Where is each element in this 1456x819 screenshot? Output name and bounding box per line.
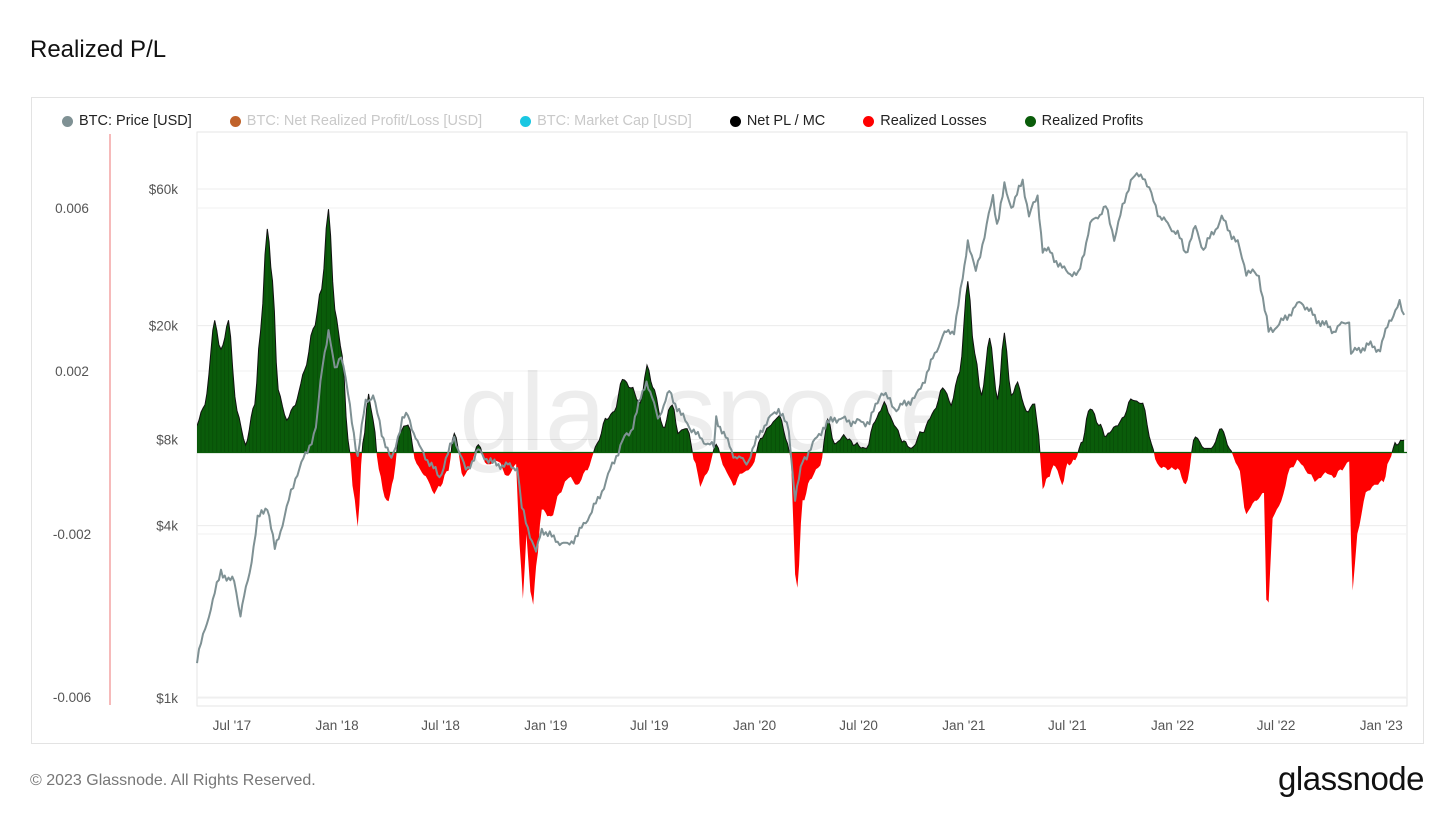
legend-item-realized-profits[interactable]: Realized Profits (1024, 113, 1144, 129)
x-tick-label: Jul '18 (421, 718, 460, 733)
y-left-tick-label: 0.002 (55, 364, 89, 379)
x-tick-label: Jul '21 (1048, 718, 1087, 733)
page-title: Realized P/L (30, 36, 167, 63)
y-left-tick-label: 0.006 (55, 201, 89, 216)
y-right-tick-label: $4k (156, 519, 178, 534)
btc-price-line (196, 172, 1406, 664)
legend-item-net-realized-profit-loss[interactable]: BTC: Net Realized Profit/Loss [USD] (229, 113, 483, 129)
realized-profits-area (197, 209, 1405, 453)
legend-item-btc-price[interactable]: BTC: Price [USD] (62, 113, 192, 129)
x-tick-label: Jul '17 (213, 718, 252, 733)
legend-label: Realized Losses (880, 113, 987, 129)
y-right-tick-label: $8k (156, 432, 178, 447)
y-right-tick-label: $60k (149, 182, 179, 197)
legend-label: BTC: Net Realized Profit/Loss [USD] (246, 113, 483, 129)
legend-dot-icon (62, 115, 73, 127)
y-left-tick-label: -0.006 (53, 690, 91, 705)
legend-dot-icon (520, 115, 532, 127)
chart-legend: BTC: Price [USD] BTC: Net Realized Profi… (62, 110, 1181, 132)
x-tick-label: Jan '22 (1151, 718, 1194, 733)
chart-panel (31, 97, 1424, 744)
legend-item-net-pl-mc[interactable]: Net PL / MC (729, 113, 826, 129)
x-tick-label: Jan '18 (316, 718, 359, 733)
x-tick-label: Jul '22 (1257, 718, 1296, 733)
x-tick-label: Jul '19 (630, 718, 669, 733)
legend-dot-icon (1024, 115, 1036, 127)
profit-hatch (197, 228, 1403, 453)
legend-dot-icon (729, 115, 741, 127)
copyright-text: © 2023 Glassnode. All Rights Reserved. (30, 772, 316, 789)
y-right-tick-label: $1k (156, 691, 178, 706)
legend-item-realized-losses[interactable]: Realized Losses (863, 113, 987, 129)
legend-label: BTC: Market Cap [USD] (537, 113, 692, 129)
legend-dot-icon (229, 115, 241, 127)
legend-label: Net PL / MC (746, 113, 826, 129)
legend-label: Realized Profits (1041, 113, 1144, 129)
x-tick-label: Jan '21 (942, 718, 985, 733)
realized-losses-area (197, 452, 1405, 605)
y-left-tick-label: -0.002 (53, 527, 91, 542)
legend-item-market-cap[interactable]: BTC: Market Cap [USD] (520, 113, 692, 129)
x-tick-label: Jan '23 (1360, 718, 1403, 733)
legend-dot-icon (863, 115, 875, 127)
x-tick-label: Jan '20 (733, 718, 776, 733)
x-tick-label: Jul '20 (839, 718, 878, 733)
plot-area (196, 131, 1408, 707)
y-right-tick-label: $20k (149, 319, 179, 334)
x-tick-label: Jan '19 (524, 718, 567, 733)
brand-logo: glassnode (1278, 760, 1424, 797)
legend-label: BTC: Price [USD] (79, 113, 192, 129)
